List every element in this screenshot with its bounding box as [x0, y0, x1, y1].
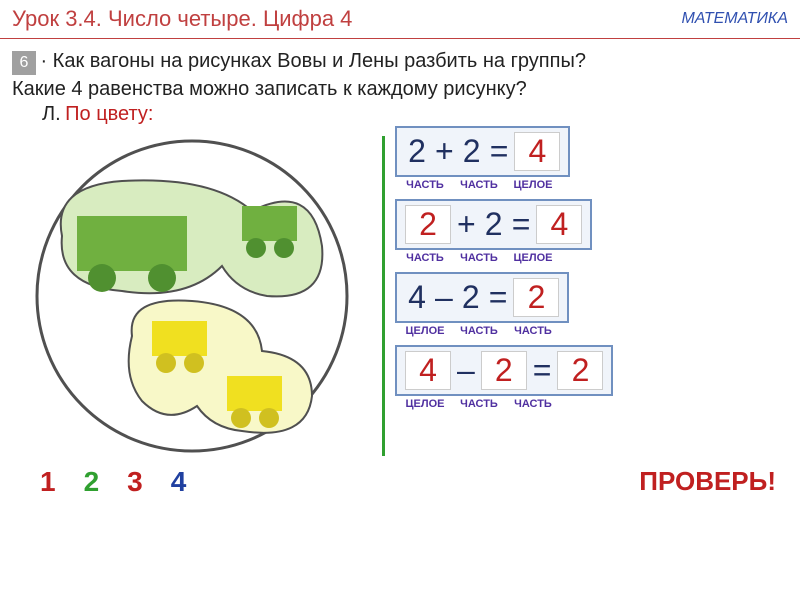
equation-box: 2+2=4: [395, 126, 570, 177]
yellow-group-blob: [129, 300, 312, 432]
operand-a: 4: [405, 279, 429, 316]
equations-panel: 2+2=4ЧАСТЬЧАСТЬЦЕЛОЕ2+2=4ЧАСТЬЧАСТЬЦЕЛОЕ…: [395, 126, 788, 456]
operand-b: 2: [481, 351, 527, 390]
subject-label: МАТЕМАТИКА: [681, 10, 788, 28]
equation-labels: ЧАСТЬ ЧАСТЬ ЦЕЛОЕ: [395, 179, 788, 191]
operand-b: 2: [460, 133, 484, 170]
operand-a: 2: [405, 133, 429, 170]
operator: –: [435, 279, 453, 316]
part-label: ЧАСТЬ: [455, 398, 503, 410]
operator: –: [457, 352, 475, 389]
main-area: 2+2=4ЧАСТЬЧАСТЬЦЕЛОЕ2+2=4ЧАСТЬЧАСТЬЦЕЛОЕ…: [0, 126, 800, 456]
part-label: ЧАСТЬ: [509, 325, 557, 337]
number-row: 1234: [40, 466, 214, 498]
operand-b: 2: [459, 279, 483, 316]
part-label: ЧАСТЬ: [401, 179, 449, 191]
operator: +: [457, 206, 476, 243]
part-label: ЧАСТЬ: [455, 179, 503, 191]
operand-a: 2: [405, 205, 451, 244]
footer-number: 1: [40, 466, 56, 497]
result: 4: [514, 132, 560, 171]
part-label: ЧАСТЬ: [455, 252, 503, 264]
equals-sign: =: [489, 279, 508, 316]
equation-box: 4–2=2: [395, 272, 569, 323]
part-label: ЧАСТЬ: [509, 398, 557, 410]
equals-sign: =: [490, 133, 509, 170]
part-label: ЧАСТЬ: [401, 252, 449, 264]
task-line2: Какие 4 равенства можно записать к каждо…: [12, 75, 788, 103]
equation-row: 2+2=4ЧАСТЬЧАСТЬЦЕЛОЕ: [395, 199, 788, 264]
equation-labels: ЦЕЛОЕ ЧАСТЬ ЧАСТЬ: [395, 398, 788, 410]
label-L: Л.: [42, 103, 61, 125]
part-label: ЦЕЛОЕ: [509, 179, 557, 191]
operand-b: 2: [482, 206, 506, 243]
equation-labels: ЧАСТЬ ЧАСТЬ ЦЕЛОЕ: [395, 252, 788, 264]
lesson-title: Урок 3.4. Число четыре. Цифра 4: [12, 6, 352, 32]
operator: +: [435, 133, 454, 170]
equation-row: 4–2=2ЦЕЛОЕЧАСТЬЧАСТЬ: [395, 272, 788, 337]
part-label: ЦЕЛОЕ: [509, 252, 557, 264]
equation-box: 2+2=4: [395, 199, 592, 250]
check-label: ПРОВЕРЬ!: [639, 466, 776, 498]
footer-number: 2: [84, 466, 100, 497]
part-label: ЧАСТЬ: [455, 325, 503, 337]
task-number: 6: [12, 51, 36, 75]
wagon-diagram: [12, 126, 372, 456]
header: Урок 3.4. Число четыре. Цифра 4 МАТЕМАТИ…: [0, 0, 800, 39]
result: 4: [536, 205, 582, 244]
equals-sign: =: [512, 206, 531, 243]
part-label: ЦЕЛОЕ: [401, 325, 449, 337]
result: 2: [557, 351, 603, 390]
vertical-divider: [382, 136, 385, 456]
equation-row: 4–2=2ЦЕЛОЕЧАСТЬЧАСТЬ: [395, 345, 788, 410]
result: 2: [513, 278, 559, 317]
part-label: ЦЕЛОЕ: [401, 398, 449, 410]
task-line1: · Как вагоны на рисунках Вовы и Лены раз…: [40, 50, 586, 72]
equation-box: 4–2=2: [395, 345, 613, 396]
equation-row: 2+2=4ЧАСТЬЧАСТЬЦЕЛОЕ: [395, 126, 788, 191]
equation-labels: ЦЕЛОЕ ЧАСТЬ ЧАСТЬ: [395, 325, 788, 337]
footer-number: 4: [171, 466, 187, 497]
operand-a: 4: [405, 351, 451, 390]
task-block: 6 · Как вагоны на рисунках Вовы и Лены р…: [0, 39, 800, 126]
label-color: По цвету:: [65, 103, 153, 125]
footer-number: 3: [127, 466, 143, 497]
footer: 1234 ПРОВЕРЬ!: [0, 456, 800, 498]
equals-sign: =: [533, 352, 552, 389]
